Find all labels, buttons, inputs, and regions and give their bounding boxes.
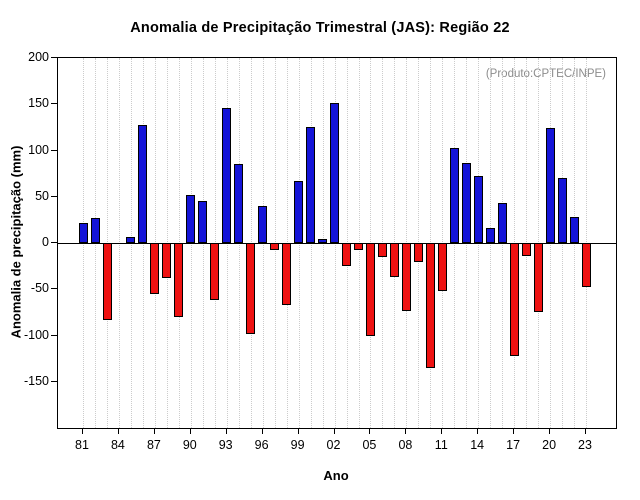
x-tick-mark <box>513 428 515 434</box>
x-tick-mark <box>441 428 443 434</box>
x-tick-label: 87 <box>146 438 161 452</box>
bar-2010 <box>425 243 435 368</box>
bar-2022 <box>569 217 579 243</box>
bar-1986 <box>138 124 148 243</box>
bar-2008 <box>401 243 411 311</box>
x-tick-mark <box>585 428 586 434</box>
bar-2013 <box>461 162 471 243</box>
x-tick-mark <box>549 428 551 434</box>
y-tick-label: 100 <box>28 142 49 157</box>
x-tick-label: 93 <box>218 438 233 452</box>
bar-2020 <box>545 128 555 243</box>
bar-1993 <box>222 108 232 244</box>
bar-1998 <box>282 243 292 305</box>
x-tick-label: 17 <box>506 438 521 452</box>
bar-2011 <box>437 243 447 292</box>
y-tick-mark <box>51 380 57 382</box>
y-tick-label: -100 <box>23 327 49 342</box>
y-tick-mark <box>51 242 57 243</box>
x-tick-label: 08 <box>398 438 413 452</box>
zero-line <box>58 243 616 244</box>
bar-2016 <box>497 203 507 243</box>
x-tick-label: 84 <box>110 438 125 452</box>
x-tick-mark <box>261 428 263 434</box>
x-tick-mark <box>333 428 335 434</box>
bar-2006 <box>377 243 387 257</box>
bar-2003 <box>342 243 351 267</box>
bar-1994 <box>234 164 244 243</box>
x-tick-mark <box>405 428 407 434</box>
y-tick-mark <box>51 103 57 105</box>
bar-2014 <box>473 175 483 243</box>
x-tick-label: 05 <box>362 438 377 452</box>
source-annotation: (Produto:CPTEC/INPE) <box>485 68 606 80</box>
bar-1996 <box>258 206 268 243</box>
x-tick-label: 81 <box>75 438 89 452</box>
bar-2005 <box>365 243 375 336</box>
x-axis-label: Ano <box>323 468 349 483</box>
bar-2021 <box>557 178 567 244</box>
bar-1982 <box>90 218 100 243</box>
bar-2009 <box>413 243 423 262</box>
x-tick-mark <box>189 428 191 434</box>
bar-2018 <box>521 243 531 256</box>
bar-1999 <box>294 181 304 243</box>
x-tick-label: 90 <box>182 438 197 452</box>
y-tick-label: 0 <box>42 235 49 249</box>
bar-1983 <box>102 243 112 320</box>
bar-2000 <box>306 127 315 243</box>
bar-1987 <box>150 243 160 294</box>
y-tick-mark <box>51 195 57 197</box>
bar-1989 <box>174 243 184 317</box>
bar-1990 <box>186 194 196 243</box>
y-tick-label: 50 <box>35 188 49 203</box>
x-tick-label: 23 <box>578 438 592 452</box>
y-tick-mark <box>51 149 57 151</box>
bar-2007 <box>389 243 399 278</box>
x-tick-mark <box>82 428 83 434</box>
bar-1995 <box>246 243 256 334</box>
bar-2015 <box>485 228 495 243</box>
y-tick-mark <box>51 334 57 336</box>
y-tick-label: -150 <box>23 373 49 388</box>
y-tick-label: 150 <box>28 96 49 111</box>
y-tick-label: -50 <box>30 281 49 296</box>
x-tick-label: 14 <box>470 438 485 452</box>
x-tick-label: 99 <box>290 438 305 452</box>
x-tick-mark <box>477 428 479 434</box>
x-tick-mark <box>117 428 119 434</box>
x-tick-mark <box>153 428 155 434</box>
x-tick-label: 96 <box>254 438 269 452</box>
bar-1985 <box>126 237 136 243</box>
bar-2002 <box>330 103 339 243</box>
y-tick-mark <box>51 57 57 58</box>
plot-area: (Produto:CPTEC/INPE) <box>57 57 617 429</box>
bar-1991 <box>198 200 208 243</box>
bar-1992 <box>210 243 220 301</box>
y-tick-mark <box>51 288 57 290</box>
bar-2019 <box>533 243 543 313</box>
chart-title: Anomalia de Precipitação Trimestral (JAS… <box>130 20 510 36</box>
bar-2001 <box>318 239 327 243</box>
bar-2012 <box>449 147 459 243</box>
bar-1981 <box>78 222 88 243</box>
x-tick-label: 11 <box>434 438 448 452</box>
x-tick-mark <box>297 428 299 434</box>
y-tick-label: 200 <box>28 50 49 64</box>
x-tick-label: 02 <box>326 438 341 452</box>
bar-2023 <box>581 243 591 288</box>
bar-2017 <box>509 243 519 356</box>
bar-1988 <box>162 243 172 279</box>
x-tick-label: 20 <box>542 438 557 452</box>
x-tick-mark <box>225 428 227 434</box>
x-tick-mark <box>369 428 371 434</box>
bar-2004 <box>354 243 363 251</box>
